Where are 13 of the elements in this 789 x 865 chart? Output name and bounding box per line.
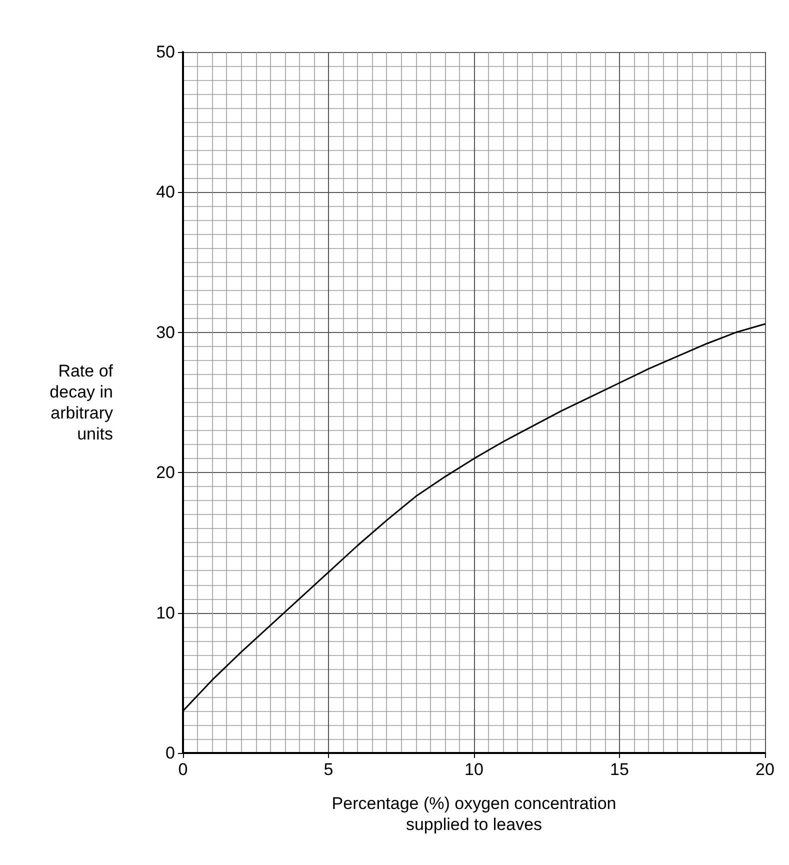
y-tick-label: 0 [166,744,175,762]
x-tick-label: 10 [464,760,484,779]
x-axis-title: Percentage (%) oxygen concentration supplied to leaves [332,794,616,834]
y-axis-title: Rate of decay in arbitrary units [50,362,114,444]
y-tick-label: 50 [156,42,175,62]
y-tick-label: 30 [156,322,175,342]
y-tick-label: 20 [156,463,175,482]
x-tick-label: 5 [324,760,334,779]
y-tick-label: 40 [156,182,175,202]
x-tick-label: 20 [756,760,774,779]
y-tick-label: 10 [156,603,175,622]
x-tick-label: 0 [178,760,188,779]
x-tick-label: 15 [610,760,629,779]
